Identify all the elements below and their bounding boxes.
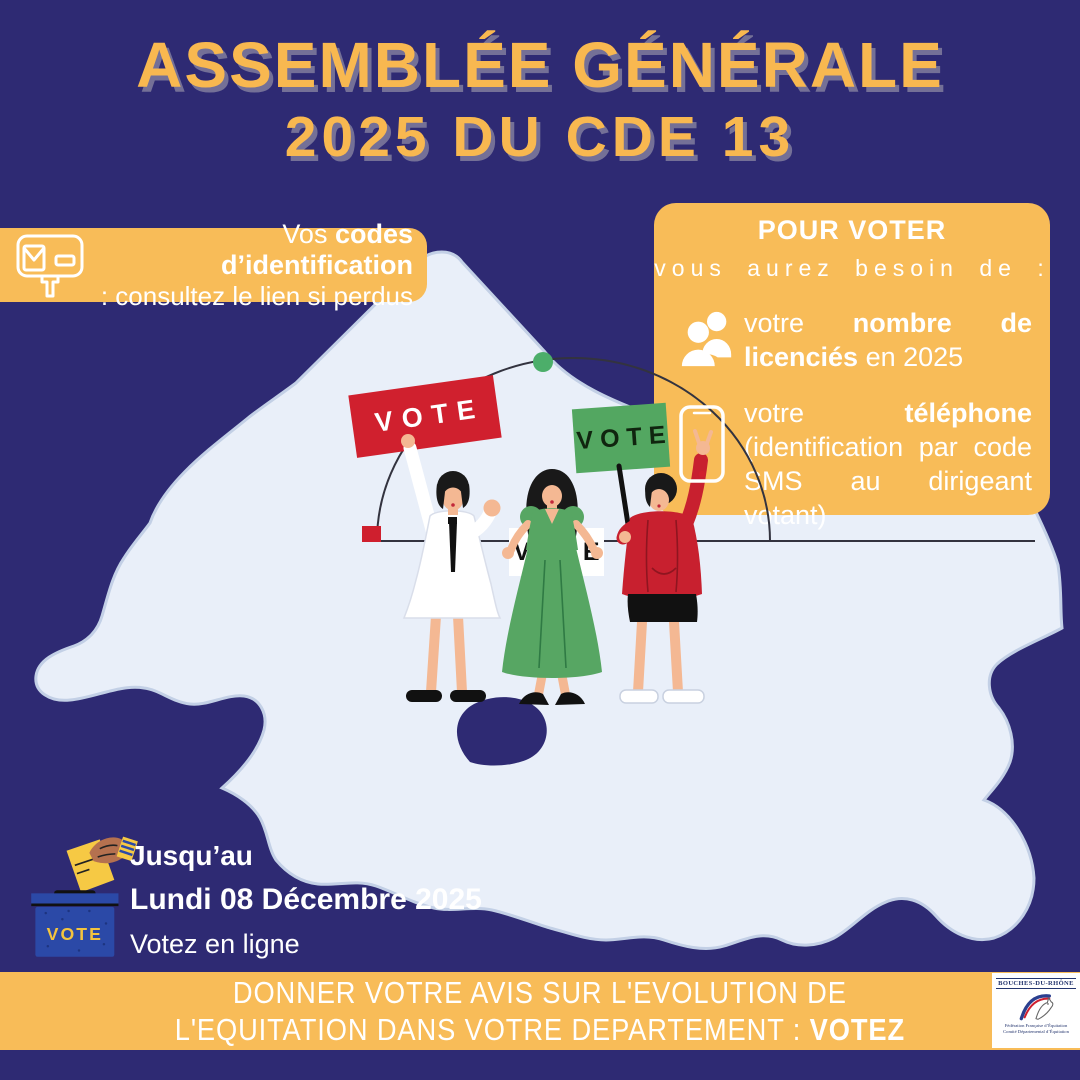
- bottom-banner: DONNER VOTRE AVIS SUR L'EVOLUTION DE L'E…: [0, 972, 1080, 1050]
- banner-line-2-text: L'EQUITATION DANS VOTRE DEPARTEMENT :: [174, 1012, 810, 1047]
- vote-requirement-licencies-text: votre nombre de licenciés en 2025: [744, 306, 1032, 374]
- red-square: [362, 526, 381, 542]
- codes-box-text: Vos codes d’identification : consultez l…: [94, 219, 427, 312]
- green-vote-sign: VOTE: [571, 402, 673, 474]
- req1-pre: votre: [744, 308, 853, 338]
- phone-icon-slot: [678, 396, 744, 532]
- person-white-dress: [401, 434, 502, 702]
- green-dot: [533, 352, 553, 372]
- pour-voter-title: POUR VOTER: [757, 215, 947, 245]
- person-green-dress: [502, 469, 603, 705]
- deadline-line-3: Votez en ligne: [130, 929, 300, 959]
- page-title: ASSEMBLÉE GÉNÉRALE 2025 DU CDE 13: [0, 28, 1080, 170]
- title-line-1: ASSEMBLÉE GÉNÉRALE: [136, 29, 944, 101]
- banner-line-1: DONNER VOTRE AVIS SUR L'EVOLUTION DE: [233, 975, 847, 1010]
- white-vote-sign: VOTE: [509, 528, 604, 576]
- white-vote-sign-label: VOTE: [513, 537, 606, 566]
- codes-box-line-2: : consultez le lien si perdus: [100, 280, 413, 311]
- codes-box-line-1: Vos codes d’identification: [94, 219, 413, 281]
- map-lake: [456, 697, 547, 766]
- pour-voter-subtitle: vous aurez besoin de :: [654, 255, 1050, 281]
- vote-requirement-licencies: votre nombre de licenciés en 2025: [654, 306, 1050, 374]
- banner-line-2: L'EQUITATION DANS VOTRE DEPARTEMENT : VO…: [175, 1011, 905, 1048]
- horse-logo-icon: [1016, 989, 1056, 1023]
- banner-votez: VOTEZ: [809, 1012, 906, 1047]
- deadline-line-1: Jusqu’au: [130, 840, 253, 871]
- codes-box: Vos codes d’identification : consultez l…: [0, 219, 427, 311]
- logo-region-label: BOUCHES-DU-RHÔNE: [996, 978, 1076, 989]
- people-icon: [678, 306, 744, 374]
- red-vote-sign-label: VOTE: [373, 392, 486, 438]
- pour-voter-box: POUR VOTER vous aurez besoin de : votre …: [654, 203, 1050, 530]
- deadline-line-2: Lundi 08 Décembre 2025: [130, 883, 482, 916]
- deadline-block: Jusqu’au Lundi 08 Décembre 2025 Votez en…: [130, 840, 482, 960]
- ballot-box-icon: VOTE: [31, 836, 138, 957]
- green-vote-sign-label: VOTE: [575, 419, 674, 455]
- req2-post: (identification par code SMS au dirigean…: [744, 432, 1032, 530]
- title-line-2: 2025 DU CDE 13: [284, 105, 796, 169]
- mailbox-icon: [0, 230, 94, 300]
- ballot-box-label: VOTE: [47, 924, 103, 944]
- req2-bold: téléphone: [904, 398, 1032, 428]
- vote-requirement-telephone-text: votre téléphone (identification par code…: [744, 396, 1032, 532]
- logo-org-line-1: Fédération Française d’Équitation: [1004, 1023, 1068, 1028]
- req1-post: en 2025: [858, 342, 964, 372]
- req2-pre: votre: [744, 398, 905, 428]
- red-vote-sign: VOTE: [348, 375, 502, 458]
- codes-prefix: Vos: [282, 218, 335, 249]
- logo-org-line-2: Comité Départemental d’Équitation: [1003, 1029, 1069, 1034]
- federation-logo-box: BOUCHES-DU-RHÔNE Fédération Française d’…: [992, 973, 1080, 1048]
- vote-requirement-telephone: votre téléphone (identification par code…: [654, 396, 1050, 532]
